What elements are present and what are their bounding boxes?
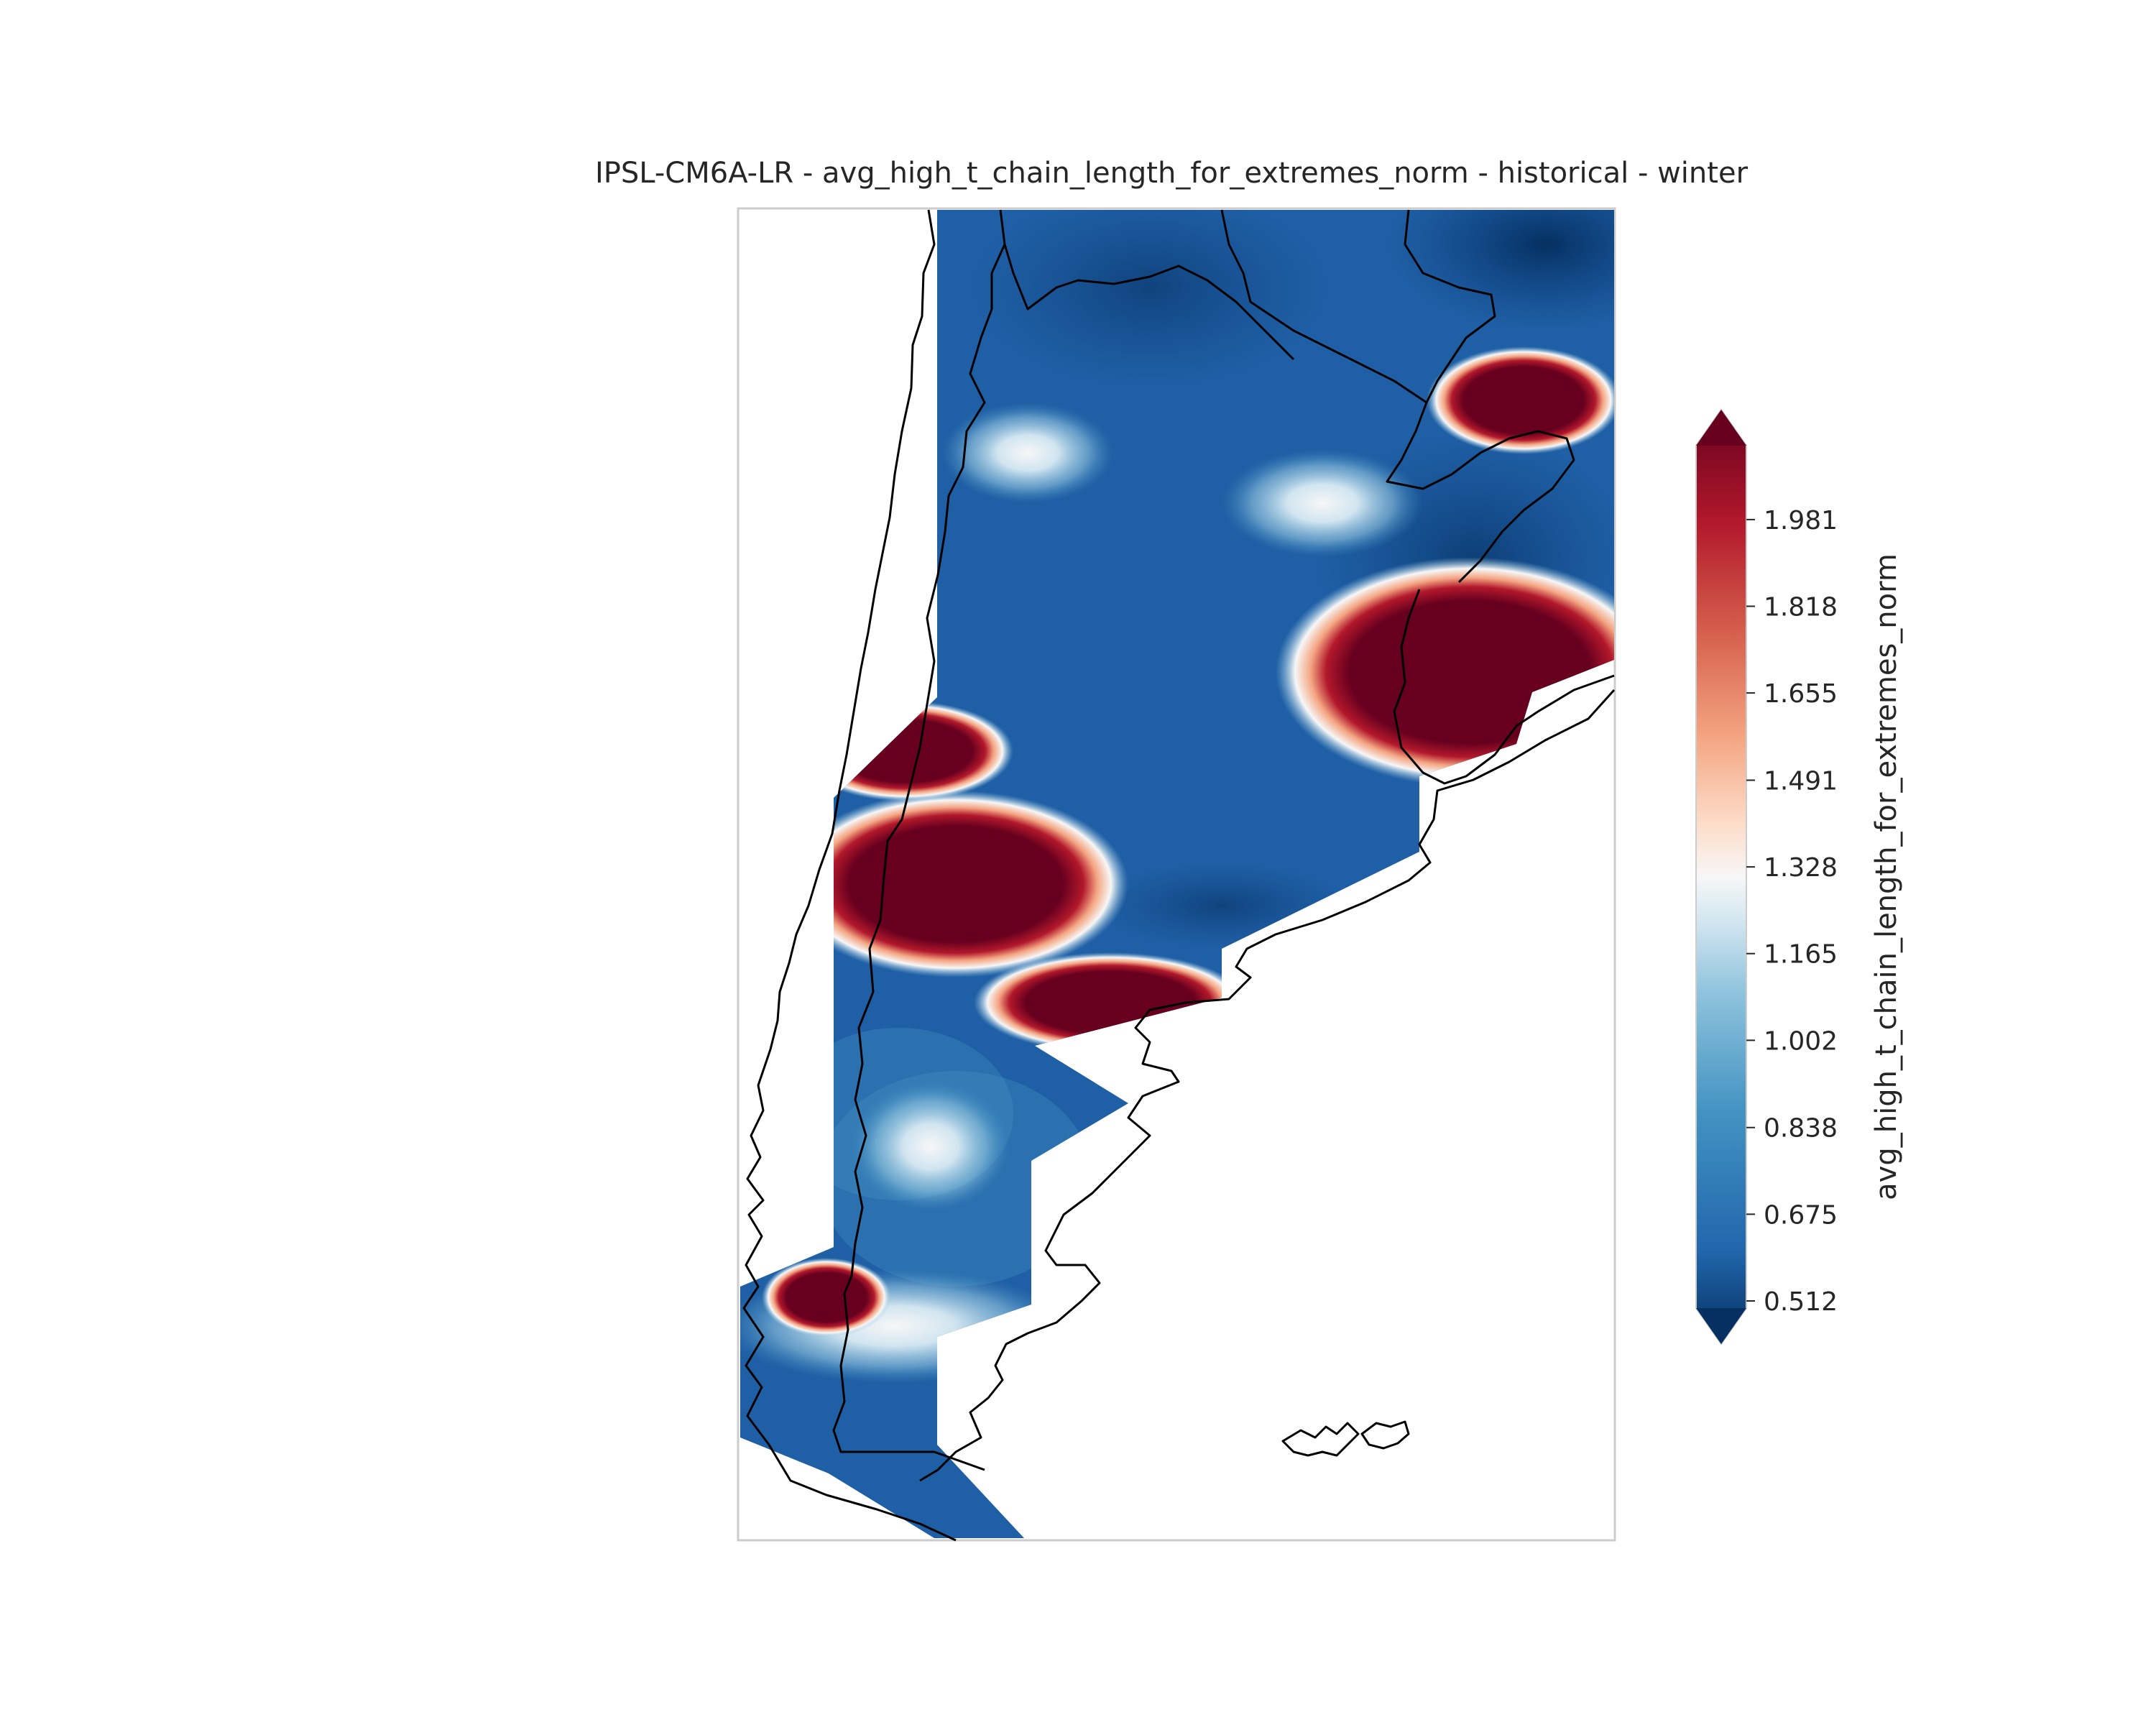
chile-pacific-coastline bbox=[742, 209, 957, 1542]
colorbar-extend-min bbox=[1696, 1308, 1746, 1344]
colorbar-tick-label: 1.818 bbox=[1764, 592, 1838, 622]
colorbar-tick-label: 1.981 bbox=[1764, 506, 1838, 535]
bolivia-border bbox=[1003, 244, 1295, 361]
falkland-islands bbox=[1281, 1420, 1410, 1457]
colorbar-label: avg_high_t_chain_length_for_extremes_nor… bbox=[1870, 553, 1903, 1200]
colorbar-body bbox=[1695, 408, 1747, 1346]
colorbar-tick-label: 0.675 bbox=[1764, 1200, 1838, 1230]
colorbar-tick-label: 1.002 bbox=[1764, 1026, 1838, 1056]
colorbar-extend-max bbox=[1696, 410, 1746, 446]
colorbar-tick-label: 1.655 bbox=[1764, 679, 1838, 709]
colorbar-tick-label: 1.165 bbox=[1764, 940, 1838, 970]
colorbar-tick-label: 1.328 bbox=[1764, 853, 1838, 883]
uruguay-border bbox=[1393, 589, 1615, 785]
plot-title: IPSL-CM6A-LR - avg_high_t_chain_length_f… bbox=[594, 157, 1749, 190]
atlantic-coastline bbox=[919, 689, 1616, 1482]
chile-argentina-border bbox=[832, 209, 1006, 1471]
coastlines bbox=[742, 209, 1616, 1542]
colorbar-tick-label: 0.512 bbox=[1764, 1287, 1838, 1317]
colorbar-ticks: 0.512 0.675 0.838 1.002 1.165 1.328 1.491 1.655… bbox=[1746, 506, 1838, 1317]
colorbar: 0.512 0.675 0.838 1.002 1.165 1.328 1.491 1.655… bbox=[1695, 408, 1903, 1346]
brazil-border bbox=[1404, 209, 1496, 403]
colorbar-tick-label: 0.838 bbox=[1764, 1114, 1838, 1144]
paraguay-border bbox=[1220, 209, 1575, 584]
colorbar-tick-label: 1.491 bbox=[1764, 766, 1838, 796]
